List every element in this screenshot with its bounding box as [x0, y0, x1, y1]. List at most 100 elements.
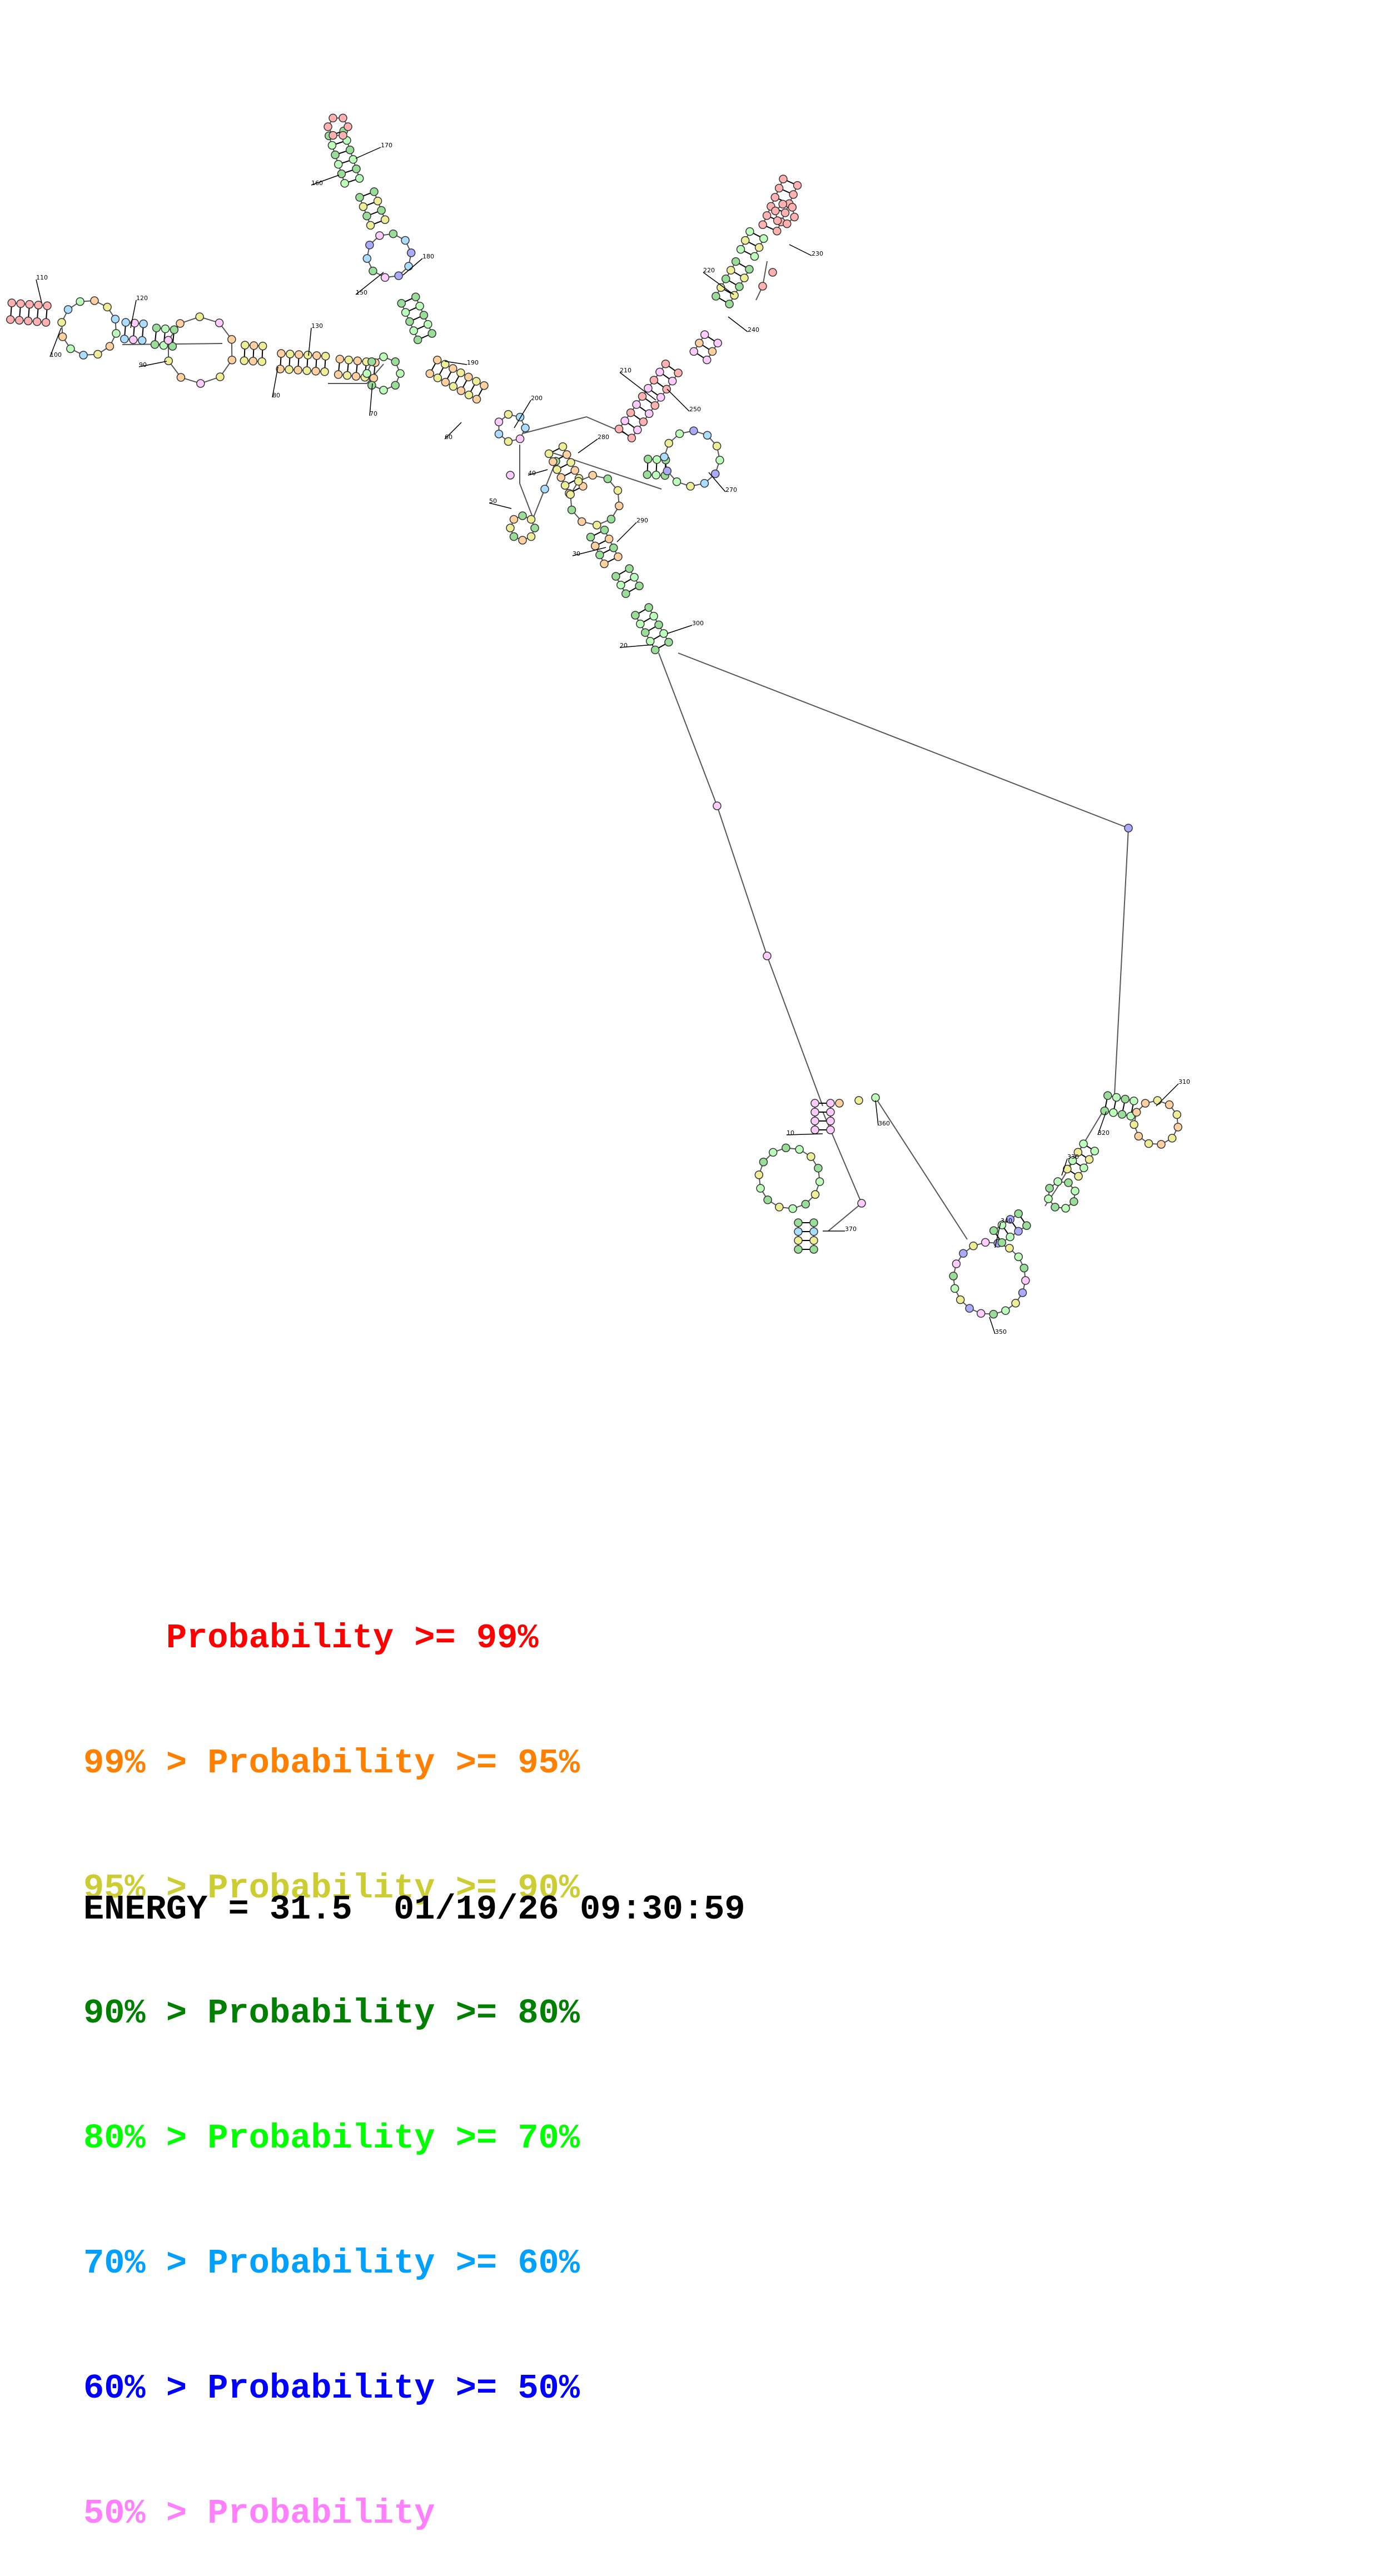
nucleotide-68: [354, 357, 361, 365]
nucleotide-178: [690, 347, 698, 355]
position-label: 370: [845, 1225, 857, 1233]
nucleotide-168: [638, 392, 646, 400]
nucleotide-73: [396, 370, 404, 377]
nucleotide-332: [957, 1296, 964, 1304]
nucleotide-188: [722, 275, 730, 283]
energy-footer: ENERGY = 31.5 01/19/26 09:30:59: [83, 1889, 745, 1930]
nucleotide-105: [367, 221, 375, 229]
nucleotide-97: [339, 132, 347, 139]
nucleotide-237: [545, 450, 553, 457]
position-label-line: [728, 317, 748, 332]
nucleotide-43: [216, 319, 223, 327]
nucleotide-140: [480, 382, 488, 390]
nucleotide-311: [794, 1245, 802, 1253]
nucleotide-211: [779, 200, 787, 208]
nucleotide-106: [381, 216, 389, 223]
position-label: 70: [370, 410, 377, 417]
nucleotide-67: [352, 372, 360, 380]
nucleotide-290: [827, 1126, 834, 1134]
position-label: 80: [272, 392, 280, 399]
nucleotide-269: [617, 581, 625, 589]
nucleotide-7: [33, 318, 41, 326]
nucleotide-266: [614, 553, 622, 561]
nucleotide-79: [380, 353, 387, 361]
nucleotide-10: [43, 302, 51, 310]
backbone-segment: [604, 530, 618, 557]
position-label: 290: [636, 517, 648, 524]
nucleotide-219: [643, 471, 651, 479]
legend-row-8: 50% > Probability: [83, 2493, 580, 2534]
nucleotide-207: [789, 191, 797, 198]
nucleotide-371: [1153, 1097, 1161, 1104]
position-label: 320: [1098, 1129, 1110, 1137]
nucleotide-283: [811, 1099, 819, 1107]
legend-row-4-prefix: 90% >: [83, 1994, 207, 2033]
nucleotide-145: [495, 418, 503, 426]
nucleotide-313: [872, 1094, 879, 1102]
nucleotide-356: [1080, 1164, 1088, 1172]
nucleotide-169: [657, 393, 665, 401]
position-label: 160: [311, 180, 323, 187]
position-label-line: [617, 522, 636, 542]
position-label: 130: [311, 322, 323, 330]
nucleotide-272: [635, 582, 643, 590]
nucleotide-235: [673, 478, 681, 486]
nucleotide-240: [563, 451, 571, 459]
nucleotide-347: [1062, 1204, 1069, 1212]
position-label: 30: [573, 550, 580, 557]
nucleotide-203: [781, 209, 789, 217]
nucleotide-128: [434, 356, 441, 364]
nucleotide-107: [405, 262, 412, 270]
nucleotide-119: [402, 308, 410, 316]
nucleotide-14: [79, 351, 87, 359]
nucleotide-175: [674, 369, 682, 377]
legend-row-5-prefix: 80% >: [83, 2119, 207, 2158]
legend-row-8-prefix: 50% >: [83, 2494, 207, 2533]
nucleotide-124: [424, 321, 432, 328]
nucleotide-61: [321, 368, 329, 376]
nucleotide-34: [170, 326, 178, 333]
nucleotide-338: [998, 1239, 1006, 1247]
nucleotide-153: [510, 515, 518, 523]
nucleotide-45: [240, 357, 248, 365]
legend-row-7: 60% > Probability >= 50%: [83, 2368, 580, 2409]
nucleotide-146: [504, 411, 512, 418]
nucleotide-215: [774, 217, 782, 225]
position-label-line: [789, 245, 812, 256]
nucleotide-344: [1023, 1222, 1031, 1229]
nucleotide-172: [650, 376, 658, 384]
nucleotide-251: [604, 475, 611, 483]
legend-row-5: 80% > Probability >= 70%: [83, 2117, 580, 2159]
nucleotide-238: [559, 443, 566, 451]
nucleotide-377: [1145, 1140, 1152, 1148]
nucleotide-236: [663, 467, 671, 475]
nucleotide-231: [716, 456, 724, 464]
nucleotide-65: [344, 372, 351, 380]
nucleotide-279: [646, 637, 654, 645]
nucleotide-289: [811, 1126, 819, 1134]
nucleotide-156: [541, 485, 549, 493]
nucleotide-75: [380, 386, 387, 394]
probability-legend: Probability >= 99% 99% > Probability >= …: [83, 1534, 580, 2576]
nucleotide-229: [703, 431, 711, 439]
nucleotide-180: [695, 339, 703, 347]
nucleotide-102: [374, 197, 382, 205]
nucleotide-44: [228, 336, 236, 343]
position-label: 360: [878, 1120, 890, 1127]
nucleotide-349: [1044, 1195, 1052, 1203]
nucleotide-42: [196, 313, 203, 321]
nucleotide-255: [593, 521, 601, 529]
nucleotide-18: [64, 306, 72, 313]
nucleotide-196: [742, 237, 749, 245]
nucleotide-2: [8, 299, 16, 307]
nucleotide-380: [1133, 1108, 1141, 1116]
legend-row-5-text: Probability >= 70%: [207, 2119, 580, 2158]
nucleotide-114: [389, 230, 397, 238]
nucleotide-309: [794, 1237, 802, 1244]
nucleotide-370: [1141, 1099, 1149, 1107]
nucleotide-111: [363, 255, 371, 262]
nucleotide-307: [794, 1228, 802, 1235]
nucleotide-213: [790, 213, 798, 221]
nucleotide-142: [516, 435, 524, 443]
nucleotide-162: [621, 417, 629, 425]
